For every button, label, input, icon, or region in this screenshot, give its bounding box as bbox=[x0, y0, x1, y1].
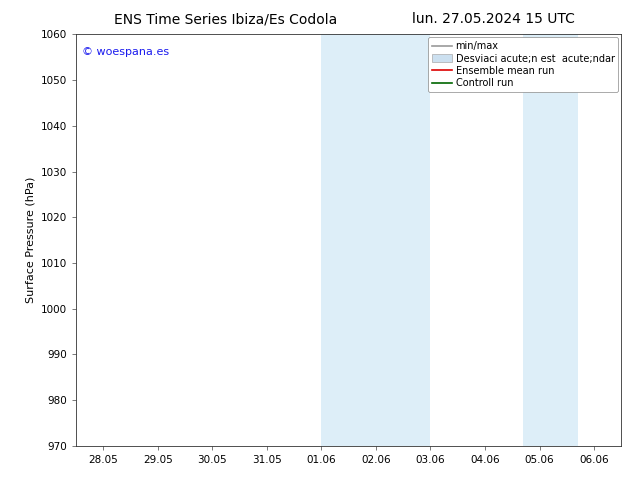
Y-axis label: Surface Pressure (hPa): Surface Pressure (hPa) bbox=[25, 177, 36, 303]
Bar bbox=[523, 34, 578, 446]
Bar bbox=[321, 34, 430, 446]
Legend: min/max, Desviaci acute;n est  acute;ndar, Ensemble mean run, Controll run: min/max, Desviaci acute;n est acute;ndar… bbox=[429, 37, 618, 92]
Text: © woespana.es: © woespana.es bbox=[82, 47, 169, 57]
Text: lun. 27.05.2024 15 UTC: lun. 27.05.2024 15 UTC bbox=[412, 12, 575, 26]
Text: ENS Time Series Ibiza/Es Codola: ENS Time Series Ibiza/Es Codola bbox=[114, 12, 337, 26]
